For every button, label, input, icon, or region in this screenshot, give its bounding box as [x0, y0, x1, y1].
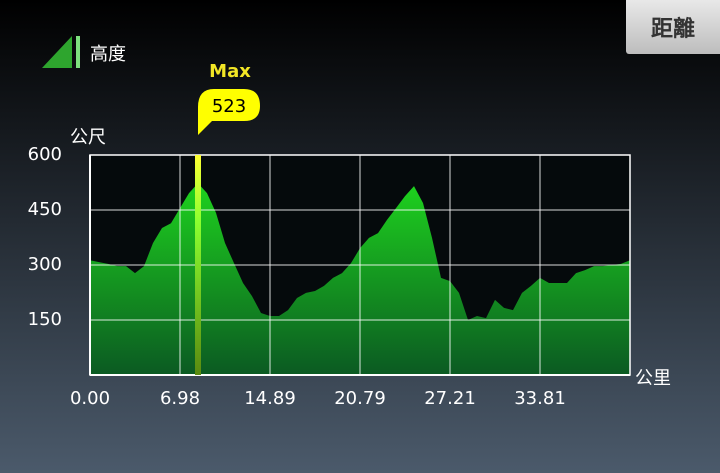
x-tick-label: 6.98: [160, 388, 200, 409]
title: 高度: [90, 44, 126, 65]
x-tick-label: 27.21: [424, 388, 476, 409]
max-title: Max: [209, 61, 251, 82]
y-tick-label: 600: [28, 144, 62, 165]
distance-button[interactable]: 距離: [626, 0, 720, 54]
y-tick-label: 300: [28, 254, 62, 275]
plot: 150 300 450 600 0.00 6.98 14.89 20.79 27.21 33.81: [28, 144, 631, 409]
y-tick-label: 150: [28, 309, 62, 330]
x-tick-label: 14.89: [244, 388, 296, 409]
x-tick-label: 33.81: [514, 388, 566, 409]
x-tick-label: 20.79: [334, 388, 386, 409]
max-bubble: [198, 89, 260, 135]
y-axis-label: 公尺: [70, 127, 106, 148]
max-value-label: 523: [212, 96, 246, 117]
title-icon-bar: [76, 36, 80, 68]
y-tick-label: 450: [28, 199, 62, 220]
x-axis-label: 公里: [635, 368, 671, 389]
x-tick-label: 0.00: [70, 388, 110, 409]
title-icon: [42, 36, 72, 68]
max-marker: [195, 155, 201, 375]
